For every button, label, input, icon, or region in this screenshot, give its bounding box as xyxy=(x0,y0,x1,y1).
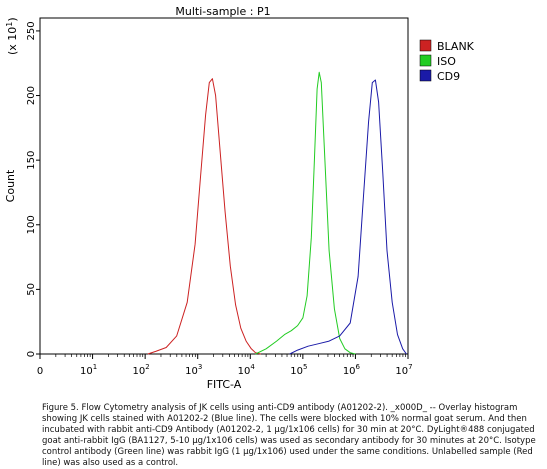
y-multiplier-label: (x 101) xyxy=(5,17,19,55)
y-ticks: 0 50 100 150 200 250 xyxy=(26,21,40,357)
legend-swatch-blank xyxy=(419,39,432,52)
x-tick-label: 105 xyxy=(290,363,307,377)
flow-cytometry-chart: Multi-sample : P1 (x 101) Count FITC-A 0… xyxy=(4,5,475,391)
chart-title: Multi-sample : P1 xyxy=(175,5,270,18)
x-tick-label: 103 xyxy=(185,363,202,377)
y-tick-label: 100 xyxy=(26,215,37,234)
legend: BLANK ISO CD9 xyxy=(419,39,475,83)
legend-label-iso: ISO xyxy=(437,55,456,68)
series-lines xyxy=(147,71,407,355)
y-axis-label: Count xyxy=(4,169,17,202)
y-tick-label: 50 xyxy=(26,283,37,296)
series-line-cd9 xyxy=(289,79,407,355)
legend-label-blank: BLANK xyxy=(437,40,475,53)
x-tick-label: 101 xyxy=(80,363,97,377)
legend-swatch-cd9 xyxy=(419,69,432,82)
y-tick-label: 0 xyxy=(26,351,37,357)
series-line-iso xyxy=(255,71,356,355)
y-multiplier-exp: 1 xyxy=(5,22,14,27)
x-ticks: 0 101 102 103 104 105 106 107 xyxy=(37,354,413,377)
x-tick-label: 102 xyxy=(133,363,150,377)
x-axis-label: FITC-A xyxy=(207,378,242,391)
plot-frame xyxy=(39,17,409,355)
legend-swatch-iso xyxy=(419,54,432,67)
y-tick-label: 200 xyxy=(26,86,37,105)
series-line-blank xyxy=(147,78,261,355)
figure-caption: Figure 5. Flow Cytometry analysis of JK … xyxy=(42,403,536,468)
x-tick-label: 107 xyxy=(395,363,412,377)
x-tick-label: 106 xyxy=(343,363,361,377)
x-tick-label: 0 xyxy=(37,366,43,377)
y-tick-label: 250 xyxy=(26,21,37,40)
x-tick-label: 104 xyxy=(238,363,256,377)
legend-label-cd9: CD9 xyxy=(437,70,460,83)
y-tick-label: 150 xyxy=(26,151,37,170)
y-multiplier-base: (x 10 xyxy=(6,27,19,55)
